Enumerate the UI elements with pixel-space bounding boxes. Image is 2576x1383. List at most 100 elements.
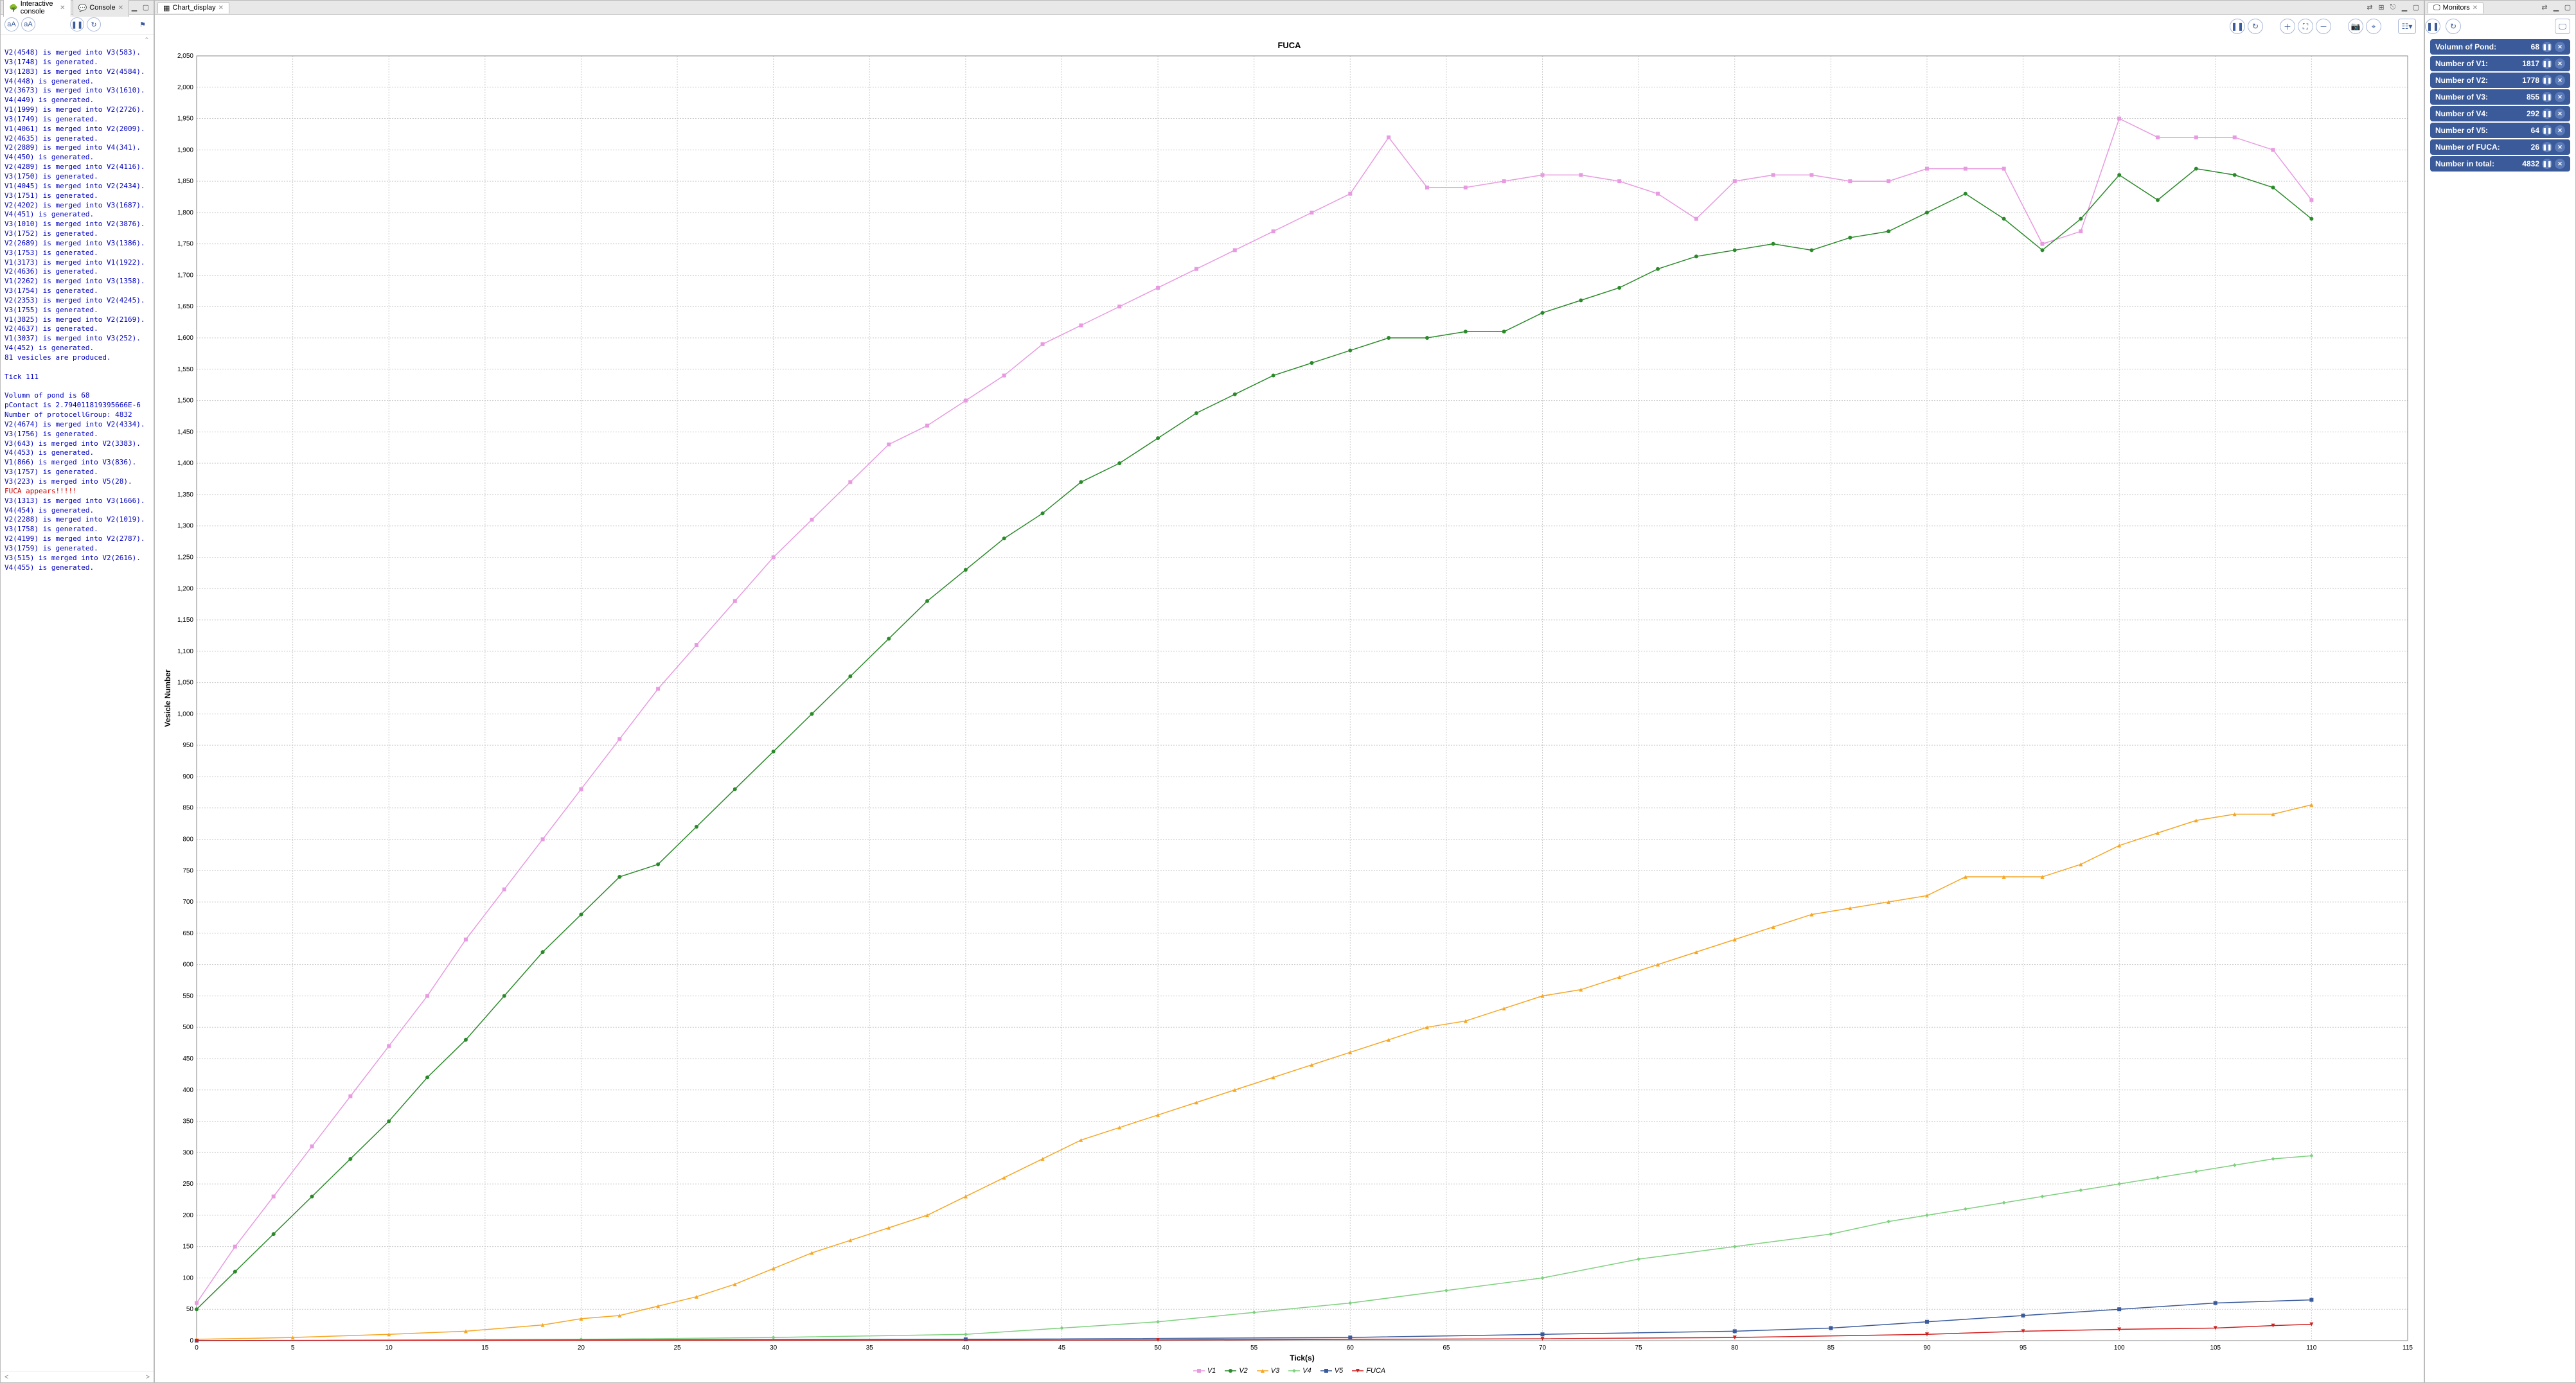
monitor-close-button[interactable]: ✕ <box>2555 92 2565 102</box>
console-line: V1(4045) is merged into V2(2434). <box>4 182 150 191</box>
close-icon[interactable]: ✕ <box>60 4 65 12</box>
monitor-close-button[interactable]: ✕ <box>2555 109 2565 119</box>
svg-text:100: 100 <box>182 1274 193 1282</box>
scroll-right-icon[interactable]: > <box>146 1373 150 1381</box>
monitor-label: Volumn of Pond: <box>2435 42 2527 51</box>
console-line: V1(3037) is merged into V3(252). <box>4 334 150 344</box>
maximize-icon[interactable]: ▢ <box>141 3 151 13</box>
monitor-pause-button[interactable]: ❚❚ <box>2542 125 2552 136</box>
center-panel-header: ▦ Chart_display ✕ ⇄ ⊞ ⎋ ▁ ▢ <box>155 1 2424 15</box>
console-line: V3(1759) is generated. <box>4 544 150 554</box>
legend-v1[interactable]: V1 <box>1193 1367 1216 1375</box>
chart-toolbar: ❚❚ ↻ ＋ ⛶ － 📷 ⌖ ☷▾ <box>155 15 2424 38</box>
fit-button[interactable]: ⛶ <box>2298 19 2313 34</box>
monitors-refresh-button[interactable]: ↻ <box>2446 19 2461 34</box>
monitor-pause-button[interactable]: ❚❚ <box>2542 142 2552 152</box>
monitor-pause-button[interactable]: ❚❚ <box>2542 58 2552 69</box>
monitor-close-button[interactable]: ✕ <box>2555 42 2565 52</box>
svg-text:1,450: 1,450 <box>177 428 193 436</box>
svg-text:55: 55 <box>1250 1344 1258 1352</box>
svg-text:25: 25 <box>673 1344 681 1352</box>
monitor-number-of-v4-: Number of V4: 292❚❚✕ <box>2430 106 2570 121</box>
monitor-pause-button[interactable]: ❚❚ <box>2542 75 2552 85</box>
maximize-icon[interactable]: ▢ <box>2563 3 2573 13</box>
monitor-pause-button[interactable]: ❚❚ <box>2542 109 2552 119</box>
console-line: V1(2262) is merged into V3(1358). <box>4 277 150 286</box>
minimize-icon[interactable]: ▁ <box>2551 3 2561 13</box>
monitor-pause-button[interactable]: ❚❚ <box>2542 159 2552 169</box>
monitor-pause-button[interactable]: ❚❚ <box>2542 42 2552 52</box>
tab-chart-display[interactable]: ▦ Chart_display ✕ <box>157 2 229 13</box>
scroll-row: < > <box>1 1371 154 1382</box>
pause-button[interactable]: ❚❚ <box>70 17 84 31</box>
camera-icon-small[interactable]: ⎋ <box>2388 3 2398 13</box>
console-line: V3(1754) is generated. <box>4 286 150 296</box>
svg-text:1,150: 1,150 <box>177 617 193 624</box>
svg-text:15: 15 <box>481 1344 489 1352</box>
svg-text:1,100: 1,100 <box>177 648 193 655</box>
monitor-close-button[interactable]: ✕ <box>2555 58 2565 69</box>
console-line: V3(1750) is generated. <box>4 172 150 182</box>
console-line: V3(1748) is generated. <box>4 58 150 67</box>
font-larger-button[interactable]: aA <box>21 17 35 31</box>
svg-text:1,250: 1,250 <box>177 554 193 561</box>
link-icon[interactable]: ⇄ <box>2539 3 2550 13</box>
legend-v2[interactable]: V2 <box>1225 1367 1247 1375</box>
zoom-out-button[interactable]: － <box>2316 19 2331 34</box>
target-button[interactable]: ⌖ <box>2366 19 2381 34</box>
filter-button[interactable]: ⚑ <box>136 17 150 31</box>
monitor-close-button[interactable]: ✕ <box>2555 142 2565 152</box>
monitor-close-button[interactable]: ✕ <box>2555 75 2565 85</box>
legend-v5[interactable]: V5 <box>1320 1367 1343 1375</box>
tab-monitors[interactable]: 🖵 Monitors ✕ <box>2428 2 2483 13</box>
monitors-list: Volumn of Pond: 68❚❚✕Number of V1: 1817❚… <box>2425 38 2575 173</box>
svg-text:1,300: 1,300 <box>177 523 193 530</box>
close-icon[interactable]: ✕ <box>2473 4 2478 12</box>
monitor-pause-button[interactable]: ❚❚ <box>2542 92 2552 102</box>
svg-text:45: 45 <box>1058 1344 1066 1352</box>
monitor-value: 292 <box>2527 109 2539 118</box>
font-smaller-button[interactable]: aA <box>4 17 19 31</box>
chart-refresh-button[interactable]: ↻ <box>2248 19 2263 34</box>
monitor-label: Number of V4: <box>2435 109 2523 118</box>
interactive-console-panel: 🌳Interactive console✕💬Console✕ ▁ ▢ aA aA… <box>0 0 154 1383</box>
link-icon[interactable]: ⇄ <box>2365 3 2375 13</box>
monitors-pause-button[interactable]: ❚❚ <box>2425 19 2440 34</box>
svg-text:90: 90 <box>1923 1344 1931 1352</box>
monitor-close-button[interactable]: ✕ <box>2555 125 2565 136</box>
svg-text:1,200: 1,200 <box>177 585 193 592</box>
svg-text:550: 550 <box>182 992 193 1000</box>
close-icon[interactable]: ✕ <box>218 4 224 12</box>
chart-area: FUCA 05010015020025030035040045050055060… <box>155 38 2424 1382</box>
monitor-close-button[interactable]: ✕ <box>2555 159 2565 169</box>
chart-title: FUCA <box>161 38 2417 53</box>
chart-pause-button[interactable]: ❚❚ <box>2230 19 2245 34</box>
console-line: V3(643) is merged into V2(3383). <box>4 439 150 449</box>
console-line: V2(2288) is merged into V2(1019). <box>4 515 150 525</box>
zoom-in-button[interactable]: ＋ <box>2280 19 2295 34</box>
close-icon[interactable]: ✕ <box>118 4 123 12</box>
camera-button[interactable]: 📷 <box>2348 19 2363 34</box>
legend-fuca[interactable]: FUCA <box>1352 1367 1385 1375</box>
refresh-button[interactable]: ↻ <box>87 17 101 31</box>
legend-v4[interactable]: V4 <box>1288 1367 1311 1375</box>
chart-tab-label: Chart_display <box>172 4 215 12</box>
minimize-icon[interactable]: ▁ <box>129 3 139 13</box>
layout-icon[interactable]: ⊞ <box>2376 3 2386 13</box>
legend-v3[interactable]: V3 <box>1257 1367 1279 1375</box>
maximize-icon[interactable]: ▢ <box>2411 3 2421 13</box>
monitors-expand-button[interactable]: 🖵 <box>2555 19 2570 34</box>
chart-menu-button[interactable]: ☷▾ <box>2398 19 2416 34</box>
console-line: V2(2353) is merged into V2(4245). <box>4 296 150 306</box>
svg-text:1,400: 1,400 <box>177 460 193 467</box>
svg-text:750: 750 <box>182 867 193 874</box>
minimize-icon[interactable]: ▁ <box>2399 3 2410 13</box>
console-line: V2(3673) is merged into V3(1610). <box>4 86 150 96</box>
console-line: Volumn of pond is 68 <box>4 391 150 401</box>
svg-text:1,600: 1,600 <box>177 335 193 342</box>
scroll-left-icon[interactable]: < <box>4 1373 8 1381</box>
svg-text:30: 30 <box>770 1344 777 1352</box>
console-line: V1(3173) is merged into V1(1922). <box>4 258 150 268</box>
console-line: V3(1755) is generated. <box>4 306 150 315</box>
scroll-indicator-top: ⌃ <box>1 35 154 46</box>
